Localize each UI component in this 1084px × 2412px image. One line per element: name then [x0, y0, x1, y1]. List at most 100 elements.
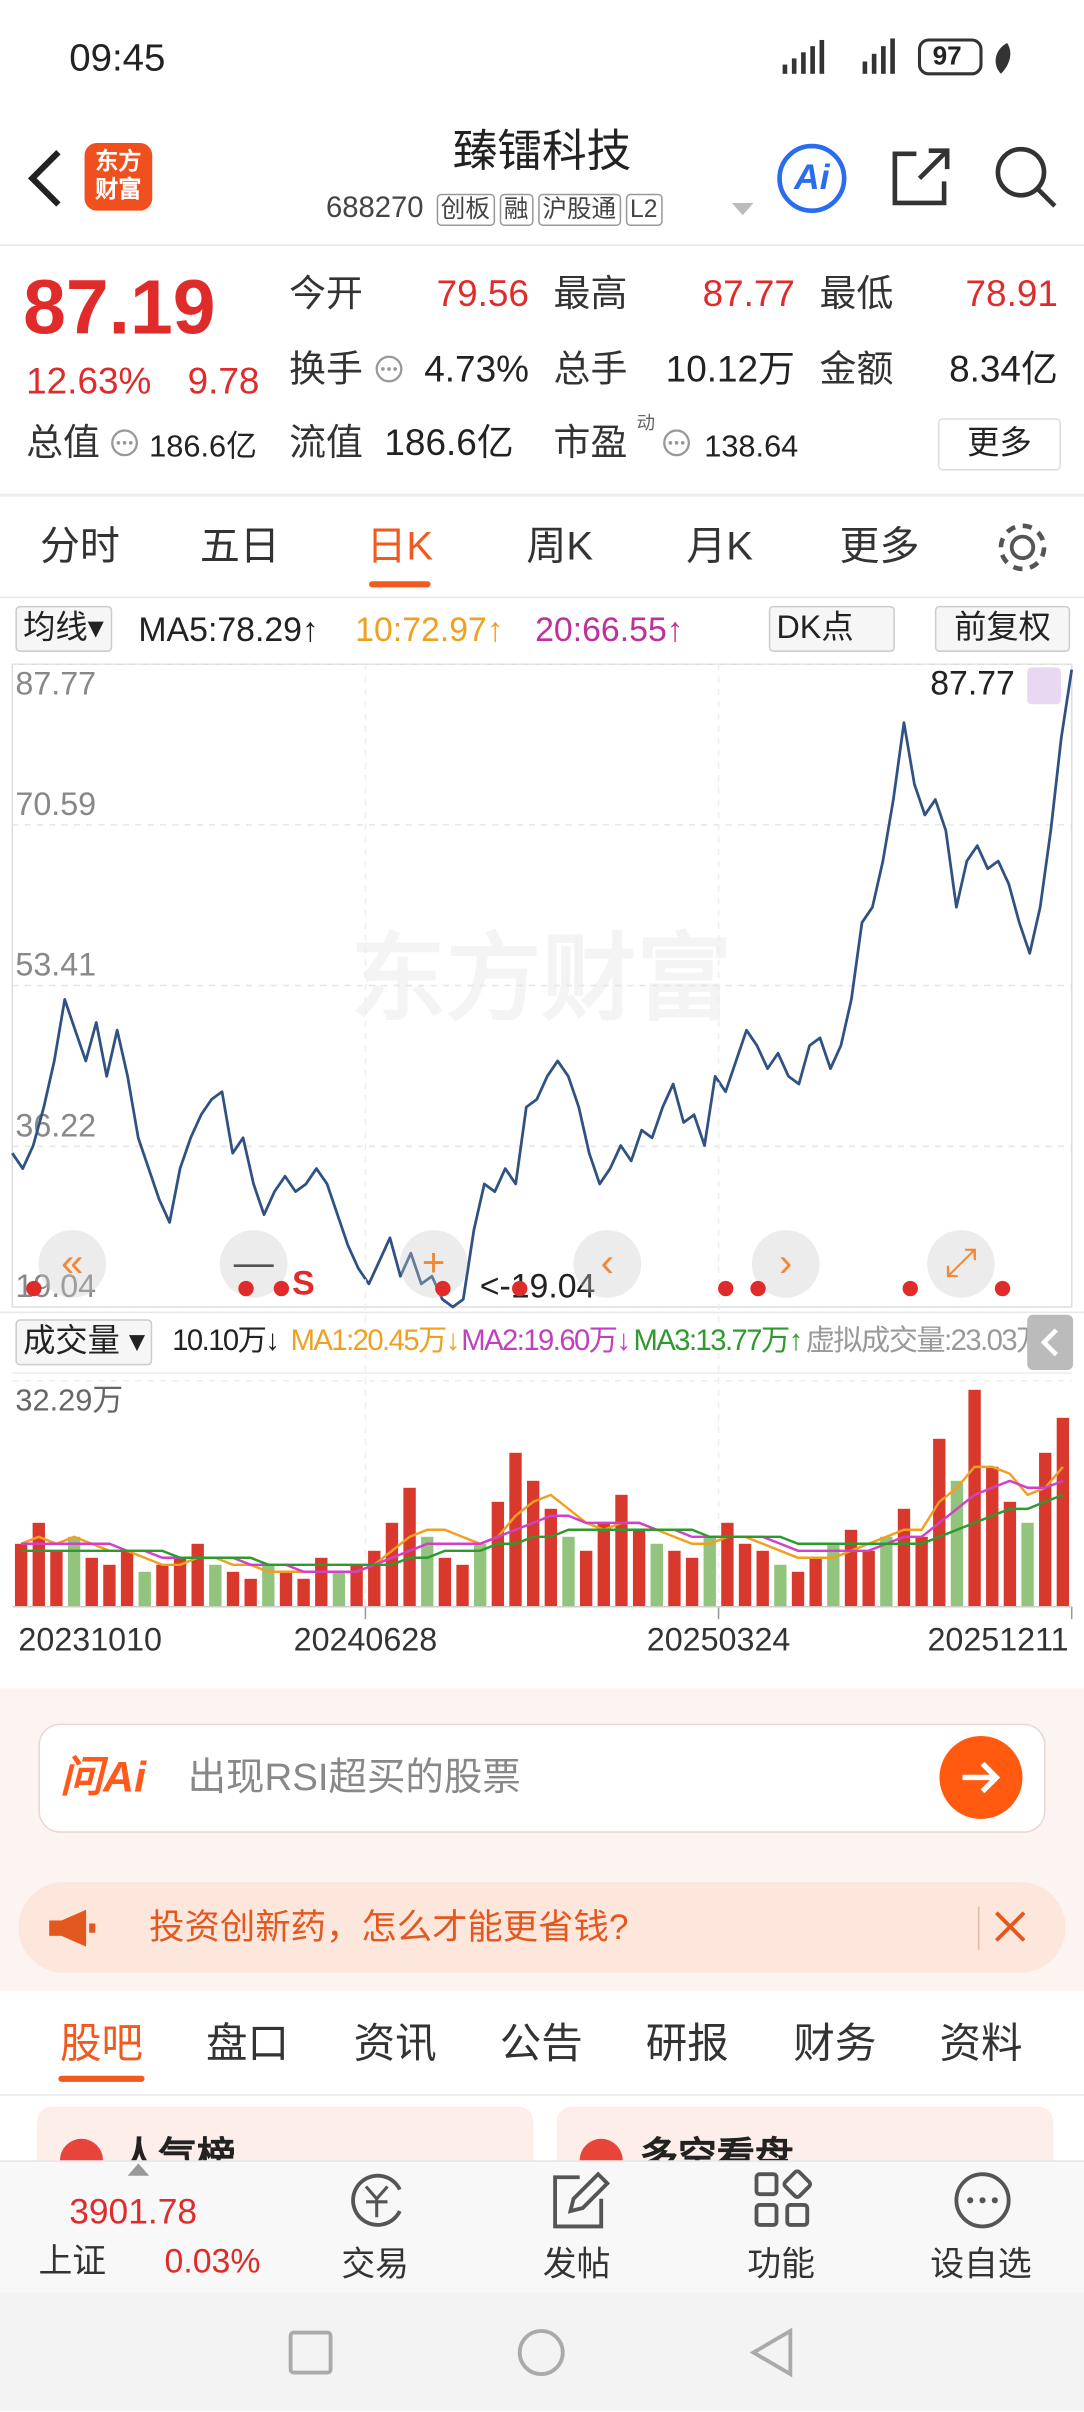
back-button[interactable]	[22, 146, 71, 211]
banner-text: 投资创新药，怎么才能更省钱?	[149, 1906, 629, 1947]
volume-bar	[703, 1536, 716, 1607]
post-icon[interactable]	[546, 2168, 611, 2233]
y-tick-label: 87.77	[15, 665, 96, 701]
banner-close[interactable]	[992, 1908, 1029, 1945]
ai-button[interactable]	[775, 141, 849, 215]
change-amount: 9.78	[187, 361, 260, 403]
volume-bar	[120, 1550, 134, 1607]
volume-bar	[297, 1578, 310, 1607]
volume-bar	[915, 1536, 928, 1607]
y-tick-label: 32.29万	[15, 1382, 123, 1417]
period-tab[interactable]: 五日	[199, 522, 280, 569]
field-value: 87.77	[702, 273, 795, 316]
min-label: <-19.04	[480, 1267, 596, 1305]
field-label: 总手	[553, 349, 628, 391]
adjust-button[interactable]: 前复权	[934, 605, 1071, 652]
volume-bar	[226, 1571, 240, 1607]
ma-menu-label: 均线	[23, 610, 88, 646]
settings-button[interactable]	[993, 518, 1051, 576]
section-tab[interactable]: 资讯	[353, 2020, 437, 2067]
chart-control[interactable]: —	[219, 1230, 288, 1298]
ai-label[interactable]: Ai	[794, 156, 830, 197]
volume-bar	[456, 1564, 469, 1607]
chart-control[interactable]: +	[399, 1230, 468, 1298]
nav-label[interactable]: 功能	[747, 2244, 815, 2284]
nav-label[interactable]: 交易	[341, 2244, 410, 2284]
control-bg	[751, 1230, 820, 1298]
bottom-nav	[0, 2160, 1084, 2295]
signal-dot	[512, 1280, 528, 1297]
section-tab[interactable]: 公告	[499, 2020, 583, 2067]
watchlist-icon[interactable]	[950, 2168, 1015, 2233]
period-tab[interactable]: 周K	[526, 522, 594, 569]
promo-banner[interactable]	[18, 1882, 1066, 1973]
period-tab[interactable]: 更多	[839, 522, 920, 569]
ma-menu[interactable]: 均线▾	[15, 605, 112, 652]
info-icon[interactable]	[374, 354, 405, 385]
volume-bar	[368, 1550, 381, 1607]
section-tab[interactable]: 盘口	[206, 2020, 290, 2067]
collapse-button[interactable]	[1027, 1314, 1074, 1371]
volume-ma1: MA1:20.45万↓	[290, 1325, 461, 1358]
signal-dot	[238, 1280, 254, 1297]
chart-control[interactable]: ‹	[573, 1230, 642, 1298]
field-label: 市盈	[553, 422, 628, 465]
share-button[interactable]	[889, 145, 957, 210]
more-button[interactable]: 更多	[937, 418, 1061, 471]
volume-bar	[579, 1550, 593, 1607]
section-tab[interactable]: 股吧	[59, 2020, 143, 2067]
index-name[interactable]: 上证	[38, 2241, 107, 2281]
index-value[interactable]: 3901.78	[69, 2191, 198, 2232]
field-superscript: 动	[636, 412, 656, 434]
nav-label[interactable]: 发帖	[542, 2244, 611, 2284]
index-change[interactable]: 0.03%	[164, 2241, 261, 2281]
control-bg	[399, 1230, 468, 1298]
field-value: 78.91	[965, 273, 1058, 316]
volume-bar	[173, 1557, 187, 1607]
stock-code: 688270	[325, 192, 424, 225]
chart-control[interactable]: «	[38, 1230, 107, 1298]
period-tab[interactable]: 月K	[686, 522, 753, 569]
volume-bar	[491, 1501, 505, 1607]
section-tab[interactable]: 财务	[793, 2020, 877, 2067]
banner-separator	[977, 1906, 980, 1950]
volume-bar	[85, 1557, 98, 1607]
search-button[interactable]	[990, 141, 1061, 212]
ask-ai-submit[interactable]	[938, 1734, 1024, 1820]
system-nav-buttons[interactable]	[0, 2293, 1084, 2411]
signal-dot	[26, 1280, 42, 1297]
max-label: 87.77	[930, 665, 1015, 703]
price-line	[11, 669, 1074, 1309]
dk-button[interactable]: DK点	[768, 605, 895, 652]
section-tab[interactable]: 资料	[939, 2020, 1023, 2067]
tab-underline	[58, 2075, 145, 2082]
y-tick-label: 70.59	[15, 786, 96, 822]
virtual-volume: 虚拟成交量:23.03万	[805, 1325, 1046, 1358]
volume-menu[interactable]: 成交量 ▾	[15, 1319, 153, 1366]
volume-bar	[156, 1564, 169, 1607]
field-label: 总值	[26, 422, 100, 465]
trade-icon[interactable]	[344, 2168, 409, 2233]
divider	[0, 2094, 1084, 2096]
volume-bar	[332, 1571, 346, 1607]
field-value: 4.73%	[424, 349, 529, 391]
field-label: 流值	[289, 422, 363, 465]
period-tab[interactable]: 日K	[366, 522, 434, 569]
nav-label[interactable]: 设自选	[930, 2244, 1032, 2284]
function-icon[interactable]	[750, 2168, 815, 2233]
system-nav	[0, 2292, 1084, 2411]
chart-control[interactable]: ⤢	[927, 1230, 995, 1298]
period-tab[interactable]: 分时	[39, 522, 120, 569]
info-icon[interactable]	[109, 427, 140, 458]
volume-bar	[32, 1522, 45, 1607]
chart-control[interactable]: ›	[751, 1230, 820, 1298]
info-icon[interactable]	[661, 427, 692, 458]
volume-bar	[544, 1508, 558, 1607]
field-value: 8.34亿	[949, 349, 1058, 391]
section-tab[interactable]: 研报	[645, 2020, 729, 2067]
ask-ai-box[interactable]	[38, 1723, 1046, 1833]
expand-arrow[interactable]	[729, 200, 757, 218]
max-marker	[1027, 667, 1061, 705]
volume-ma2: MA2:19.60万↓	[461, 1325, 631, 1358]
